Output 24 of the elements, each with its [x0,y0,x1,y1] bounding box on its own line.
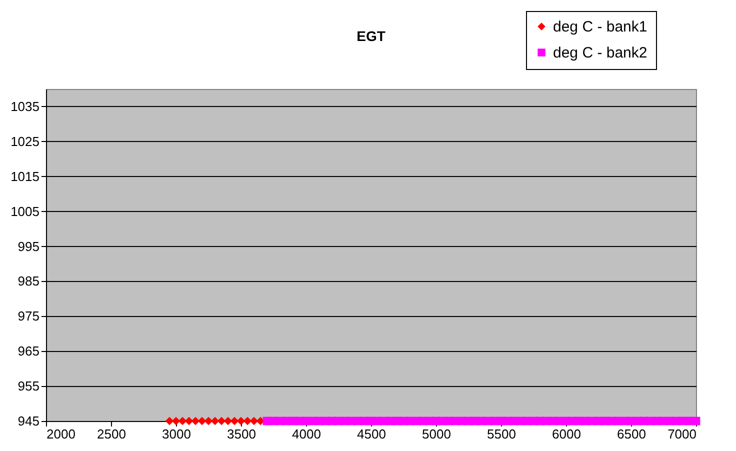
x-tick-label: 6500 [617,426,646,442]
y-tick-label: 985 [18,274,40,289]
legend-label: deg C - bank2 [553,44,648,62]
y-tick-label: 955 [18,378,40,394]
x-tick-label: 4500 [357,426,386,442]
y-tick-label: 945 [18,414,40,428]
y-tick-label: 965 [18,344,40,359]
x-tick-label: 5500 [487,426,516,442]
y-tick-label: 1015 [10,168,40,184]
y-tick-label: 1035 [10,98,40,114]
legend-label: deg C - bank1 [553,18,648,36]
x-tick-label: 7000 [668,426,696,442]
chart-title: EGT [356,28,386,44]
x-tick-label: 6000 [552,426,581,442]
y-tick-label: 1005 [10,204,40,219]
x-tick-label: 4000 [292,426,321,442]
y-tick-label: 1025 [10,134,40,149]
y-tick-label: 995 [18,238,40,254]
x-tick-label: 2000 [46,426,76,442]
y-tick-label: 975 [18,308,40,324]
x-tick-label: 2500 [97,426,126,442]
x-tick-label: 3000 [162,426,191,442]
x-tick-label: 5000 [422,426,451,442]
x-tick-label: 3500 [227,426,256,442]
